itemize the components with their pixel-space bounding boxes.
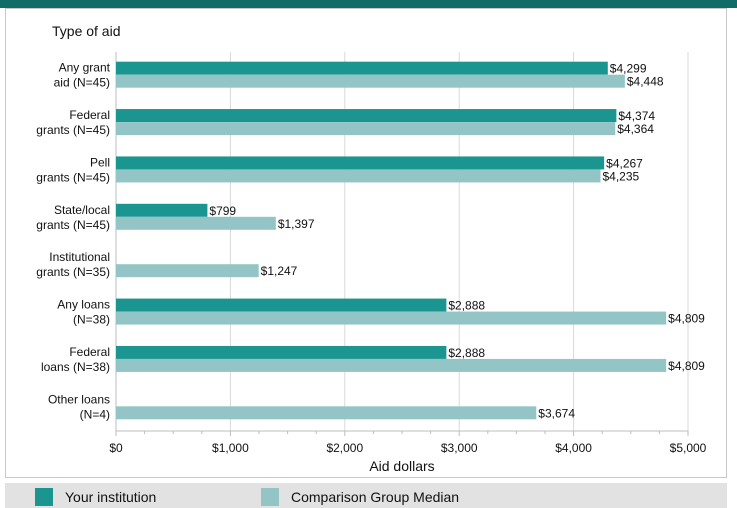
data-label: $4,809 xyxy=(668,312,705,326)
legend-item-comparison-group: Comparison Group Median xyxy=(261,487,459,507)
bar xyxy=(116,345,447,359)
category-label: Pell grants (N=45) xyxy=(36,155,110,184)
bar-chart: Type of aid Any grant aid (N=45) $4,299$4,4… xyxy=(36,23,707,474)
chart-area: Type of aid Any grant aid (N=45) $4,299 $4,4… xyxy=(5,8,727,478)
legend-label: Comparison Group Median xyxy=(291,489,460,505)
bar xyxy=(116,156,605,170)
data-label: $4,809 xyxy=(668,359,705,373)
category-label: Federal grants (N=45) xyxy=(36,108,110,137)
y-axis-title: Type of aid xyxy=(52,23,121,39)
bar xyxy=(116,109,617,123)
bar xyxy=(116,216,276,230)
bar xyxy=(116,203,208,217)
bar xyxy=(116,74,625,88)
x-tick-label: $4,000 xyxy=(555,441,592,455)
category-label: Any loans (N=38) xyxy=(57,298,110,327)
data-label: $799 xyxy=(209,204,236,218)
data-label: $4,448 xyxy=(627,75,664,89)
x-axis-title: Aid dollars xyxy=(369,458,434,474)
x-tick-label: $1,000 xyxy=(212,441,249,455)
category-label: Any grant aid (N=45) xyxy=(54,61,111,90)
x-tick-label: $3,000 xyxy=(441,441,478,455)
bar xyxy=(116,358,667,372)
header-bar xyxy=(0,0,737,8)
legend-swatch-comparison-group xyxy=(261,488,279,506)
data-label: $2,888 xyxy=(448,299,485,313)
legend-label: Your institution xyxy=(65,489,157,505)
category-label: Federal loans (N=38) xyxy=(41,345,110,374)
legend-item-your-institution: Your institution xyxy=(35,487,156,507)
x-tick-label: $0 xyxy=(109,441,123,455)
bar xyxy=(116,298,447,312)
category-label: State/local grants (N=45) xyxy=(36,203,110,232)
data-label: $4,374 xyxy=(618,109,655,123)
x-tick-label: $2,000 xyxy=(326,441,363,455)
bar xyxy=(116,311,667,325)
bar xyxy=(116,122,616,136)
bar xyxy=(116,406,537,420)
data-label: $3,674 xyxy=(538,406,575,420)
legend: Your institution Comparison Group Median xyxy=(5,483,727,508)
data-label: $4,235 xyxy=(602,169,639,183)
x-tick-label: $5,000 xyxy=(670,441,707,455)
bar xyxy=(116,169,601,183)
data-label: $4,299 xyxy=(610,62,647,76)
data-label: $4,364 xyxy=(617,122,654,136)
data-label: $4,267 xyxy=(606,156,643,170)
bar xyxy=(116,61,608,75)
data-label: $1,247 xyxy=(261,264,298,278)
bar xyxy=(116,264,259,278)
data-label: $1,397 xyxy=(278,217,315,231)
category-label: Other loans (N=4) xyxy=(48,392,110,421)
legend-swatch-your-institution xyxy=(35,488,53,506)
data-label: $2,888 xyxy=(448,346,485,360)
category-label: Institutional grants (N=35) xyxy=(36,250,110,279)
